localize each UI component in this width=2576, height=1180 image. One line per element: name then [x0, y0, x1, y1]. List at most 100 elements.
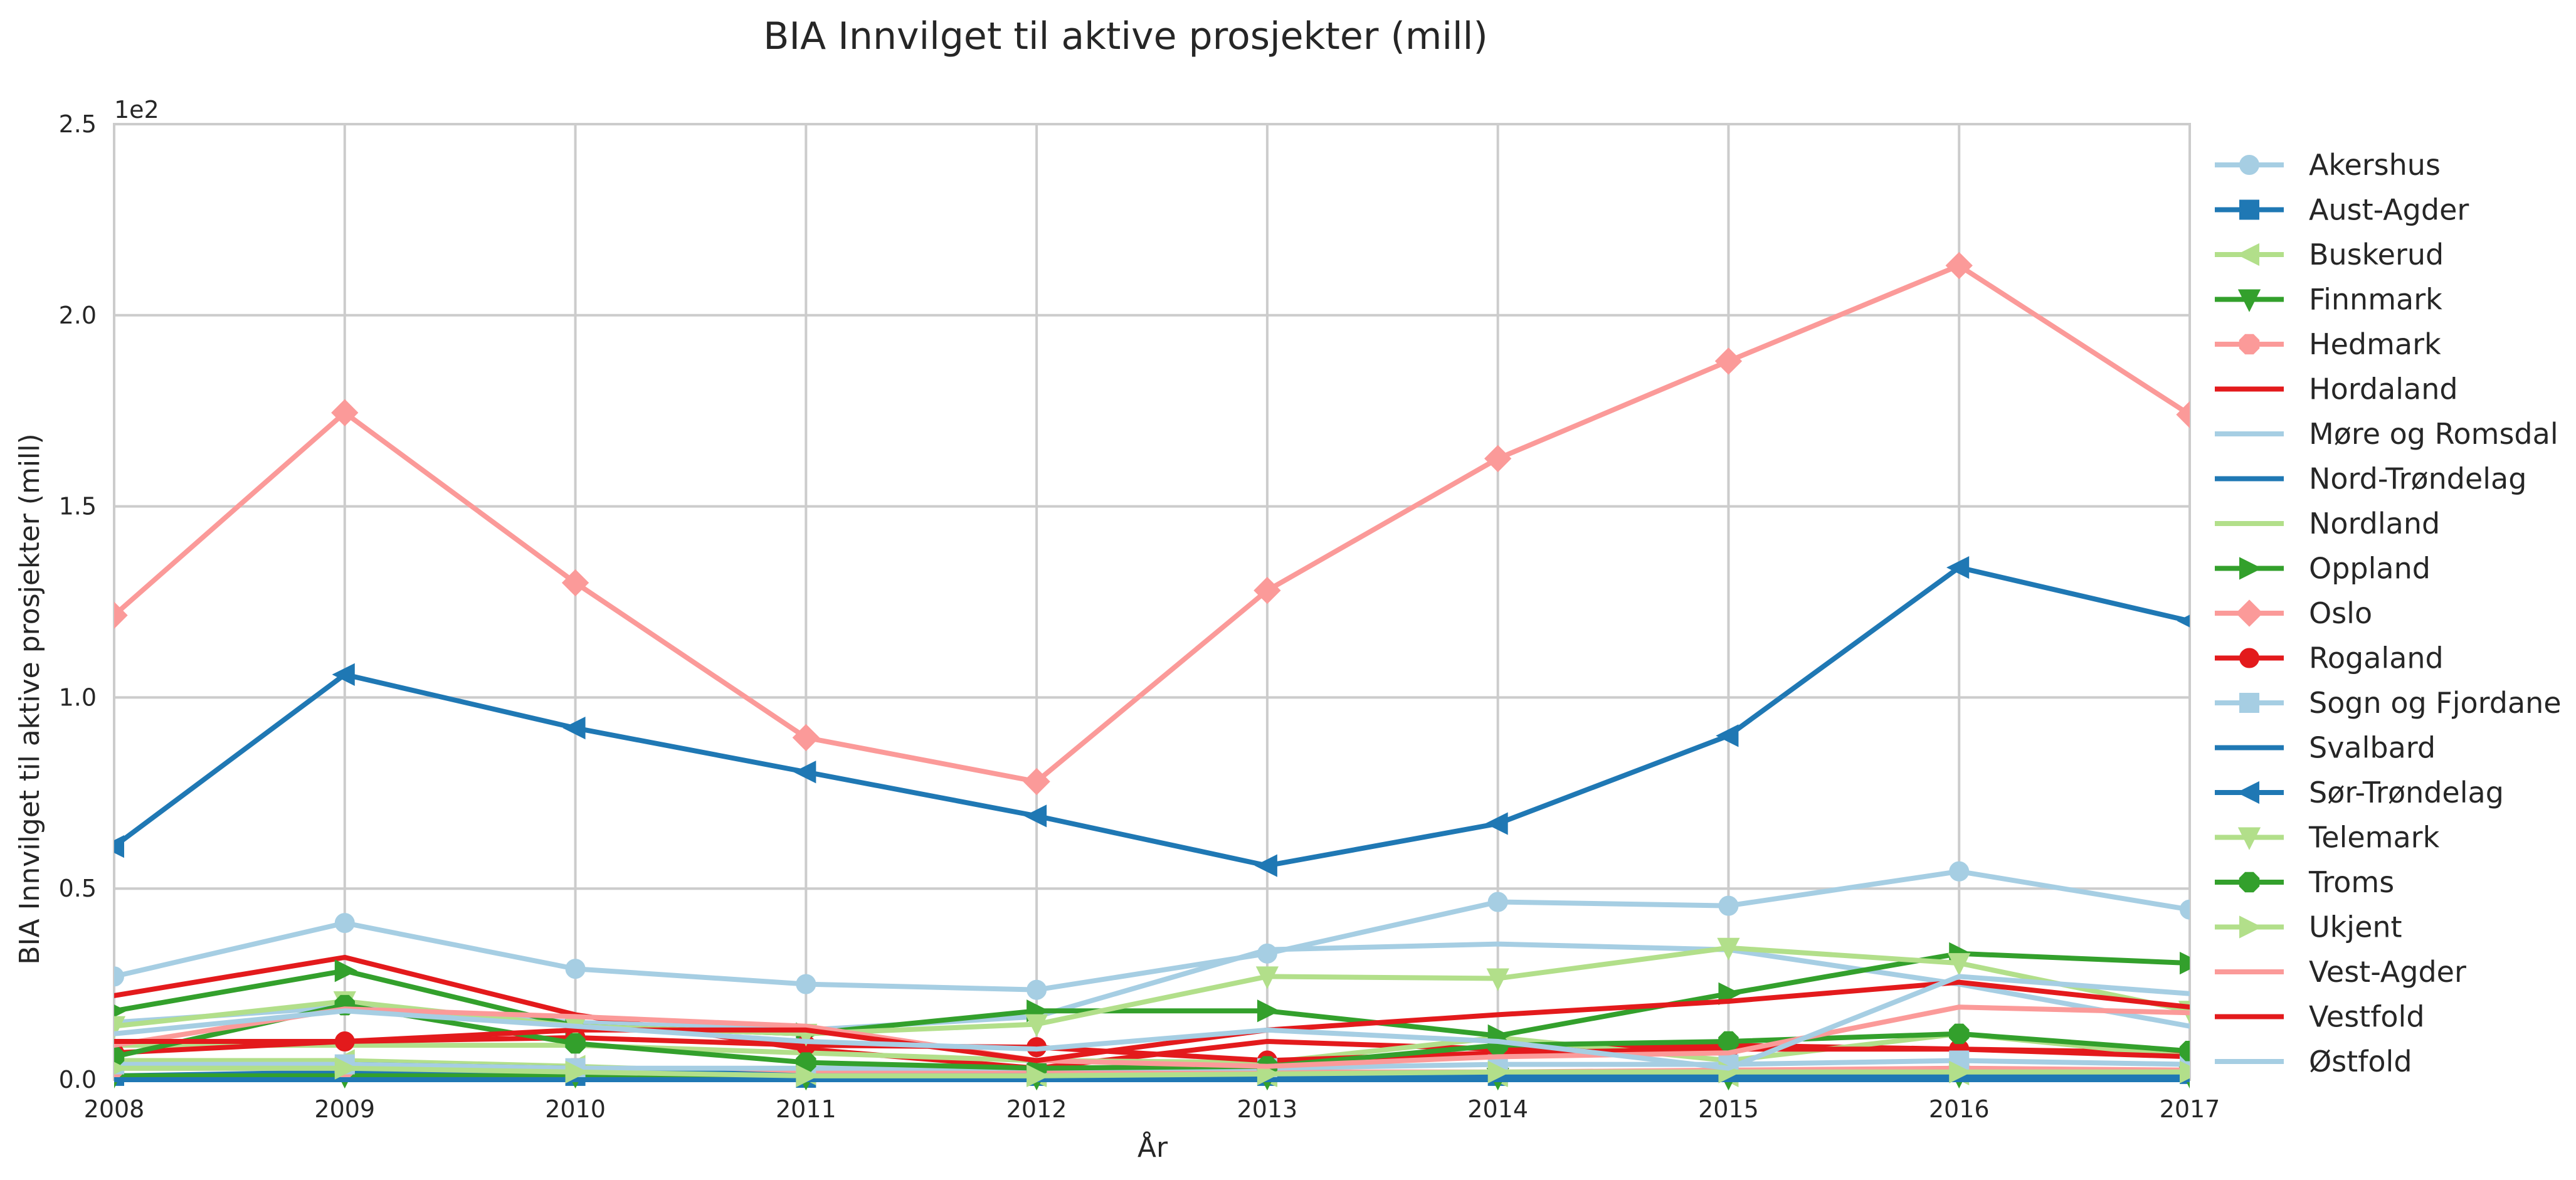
legend-item: Aust-Agder — [2215, 193, 2469, 227]
series-17 — [114, 1056, 2190, 1088]
legend-marker — [2236, 781, 2259, 804]
data-point — [1487, 1060, 1511, 1083]
legend-label: Hordaland — [2309, 372, 2458, 406]
data-point — [1023, 767, 1050, 796]
legend-label: Telemark — [2308, 821, 2440, 855]
legend-label: Hedmark — [2309, 327, 2441, 361]
x-tick-label: 2017 — [2160, 1095, 2220, 1123]
data-point — [334, 959, 358, 982]
legend-marker — [2239, 915, 2262, 939]
data-point — [1023, 804, 1047, 828]
legend-label: Ukjent — [2309, 910, 2402, 944]
data-point — [1486, 968, 1509, 991]
data-point — [1948, 1023, 1970, 1045]
legend-item: Sør-Trøndelag — [2215, 776, 2504, 809]
x-tick-label: 2016 — [1929, 1095, 1990, 1123]
legend-item: Sogn og Fjordane — [2215, 686, 2562, 720]
data-point — [1257, 999, 1280, 1023]
legend-marker — [2239, 334, 2260, 355]
series-line — [114, 868, 2190, 993]
y-tick-label: 1.0 — [59, 683, 97, 711]
legend-item: Telemark — [2215, 821, 2440, 855]
x-tick-label: 2010 — [545, 1095, 606, 1123]
legend-item: Svalbard — [2215, 731, 2436, 765]
series-18 — [114, 1004, 2190, 1069]
data-point — [565, 1060, 588, 1083]
grid — [113, 123, 2191, 1081]
data-point — [565, 1033, 586, 1054]
series-15 — [114, 937, 2190, 1047]
chart-title: BIA Innvilget til aktive prosjekter (mil… — [763, 14, 1488, 58]
data-point — [114, 1004, 127, 1018]
y-tick-label: 0.0 — [59, 1066, 97, 1093]
data-point — [1716, 724, 1739, 747]
y-axis-label: BIA Innvilget til aktive prosjekter (mil… — [14, 433, 46, 964]
series-line — [114, 1035, 2190, 1063]
series-line — [114, 974, 2190, 1071]
legend-item: Buskerud — [2215, 238, 2444, 271]
legend-marker — [2239, 648, 2259, 668]
legend-label: Oppland — [2309, 552, 2431, 586]
data-point — [2177, 614, 2190, 628]
data-point — [796, 1064, 819, 1088]
y-tick-label: 1.5 — [59, 493, 97, 520]
data-point — [334, 913, 355, 934]
legend: Akershus Aust-Agder Buskerud Finnmark Hedmar… — [2215, 148, 2562, 1078]
data-point — [793, 761, 816, 784]
data-point — [114, 601, 128, 630]
legend-item: Finnmark — [2215, 283, 2442, 317]
legend-marker — [2237, 289, 2261, 312]
legend-label: Aust-Agder — [2309, 193, 2469, 227]
legend-item: Akershus — [2215, 148, 2441, 182]
series-20 — [114, 974, 2190, 1071]
data-point — [1254, 577, 1281, 604]
data-point — [1027, 1064, 1050, 1088]
series-line — [114, 979, 2190, 1063]
data-point — [2176, 401, 2190, 428]
data-point — [1484, 445, 1512, 473]
legend-marker — [2239, 155, 2259, 175]
legend-label: Svalbard — [2309, 731, 2436, 765]
legend-label: Oslo — [2309, 596, 2372, 630]
data-point — [1718, 895, 1739, 916]
legend-label: Nord-Trøndelag — [2309, 462, 2526, 496]
legend-item: Rogaland — [2215, 641, 2444, 675]
data-point — [1487, 892, 1508, 912]
legend-label: Buskerud — [2309, 238, 2444, 271]
legend-label: Møre og Romsdal — [2309, 417, 2558, 451]
series-14 — [114, 556, 2190, 877]
legend-item: Oppland — [2215, 552, 2431, 586]
data-point — [1025, 1014, 1048, 1037]
series-19 — [114, 979, 2190, 1063]
y-axis-offset-text: 1e2 — [114, 96, 159, 124]
x-tick-label: 2011 — [776, 1095, 837, 1123]
data-point — [114, 1061, 127, 1075]
legend-label: Troms — [2308, 865, 2394, 899]
legend-marker — [2237, 827, 2261, 850]
legend-item: Vest-Agder — [2215, 955, 2466, 989]
legend-item: Hordaland — [2215, 372, 2458, 406]
data-point — [1945, 251, 1973, 280]
x-tick-label: 2013 — [1237, 1095, 1298, 1123]
data-point — [2179, 1041, 2190, 1061]
data-point — [2180, 951, 2190, 975]
data-point — [1027, 979, 1047, 1000]
data-point — [1255, 966, 1279, 989]
legend-marker — [2239, 557, 2262, 580]
x-tick-label: 2012 — [1006, 1095, 1067, 1123]
axis-ticks: 0.0 0.5 1.0 1.5 2.0 2.5 2008 2009 2010 2011 2012 20… — [59, 110, 2220, 1123]
data-point — [1254, 854, 1277, 877]
series-line — [114, 263, 2190, 784]
data-point — [792, 724, 820, 752]
legend-item: Hedmark — [2215, 327, 2441, 361]
legend-item: Oslo — [2215, 596, 2372, 630]
x-tick-label: 2015 — [1698, 1095, 1759, 1123]
legend-item: Vestfold — [2215, 1000, 2425, 1034]
data-point — [1948, 953, 1971, 976]
data-point — [1718, 1031, 1739, 1052]
data-point — [565, 959, 586, 979]
data-point — [1717, 937, 1740, 961]
y-tick-label: 2.5 — [59, 110, 97, 138]
legend-item: Møre og Romsdal — [2215, 417, 2558, 451]
